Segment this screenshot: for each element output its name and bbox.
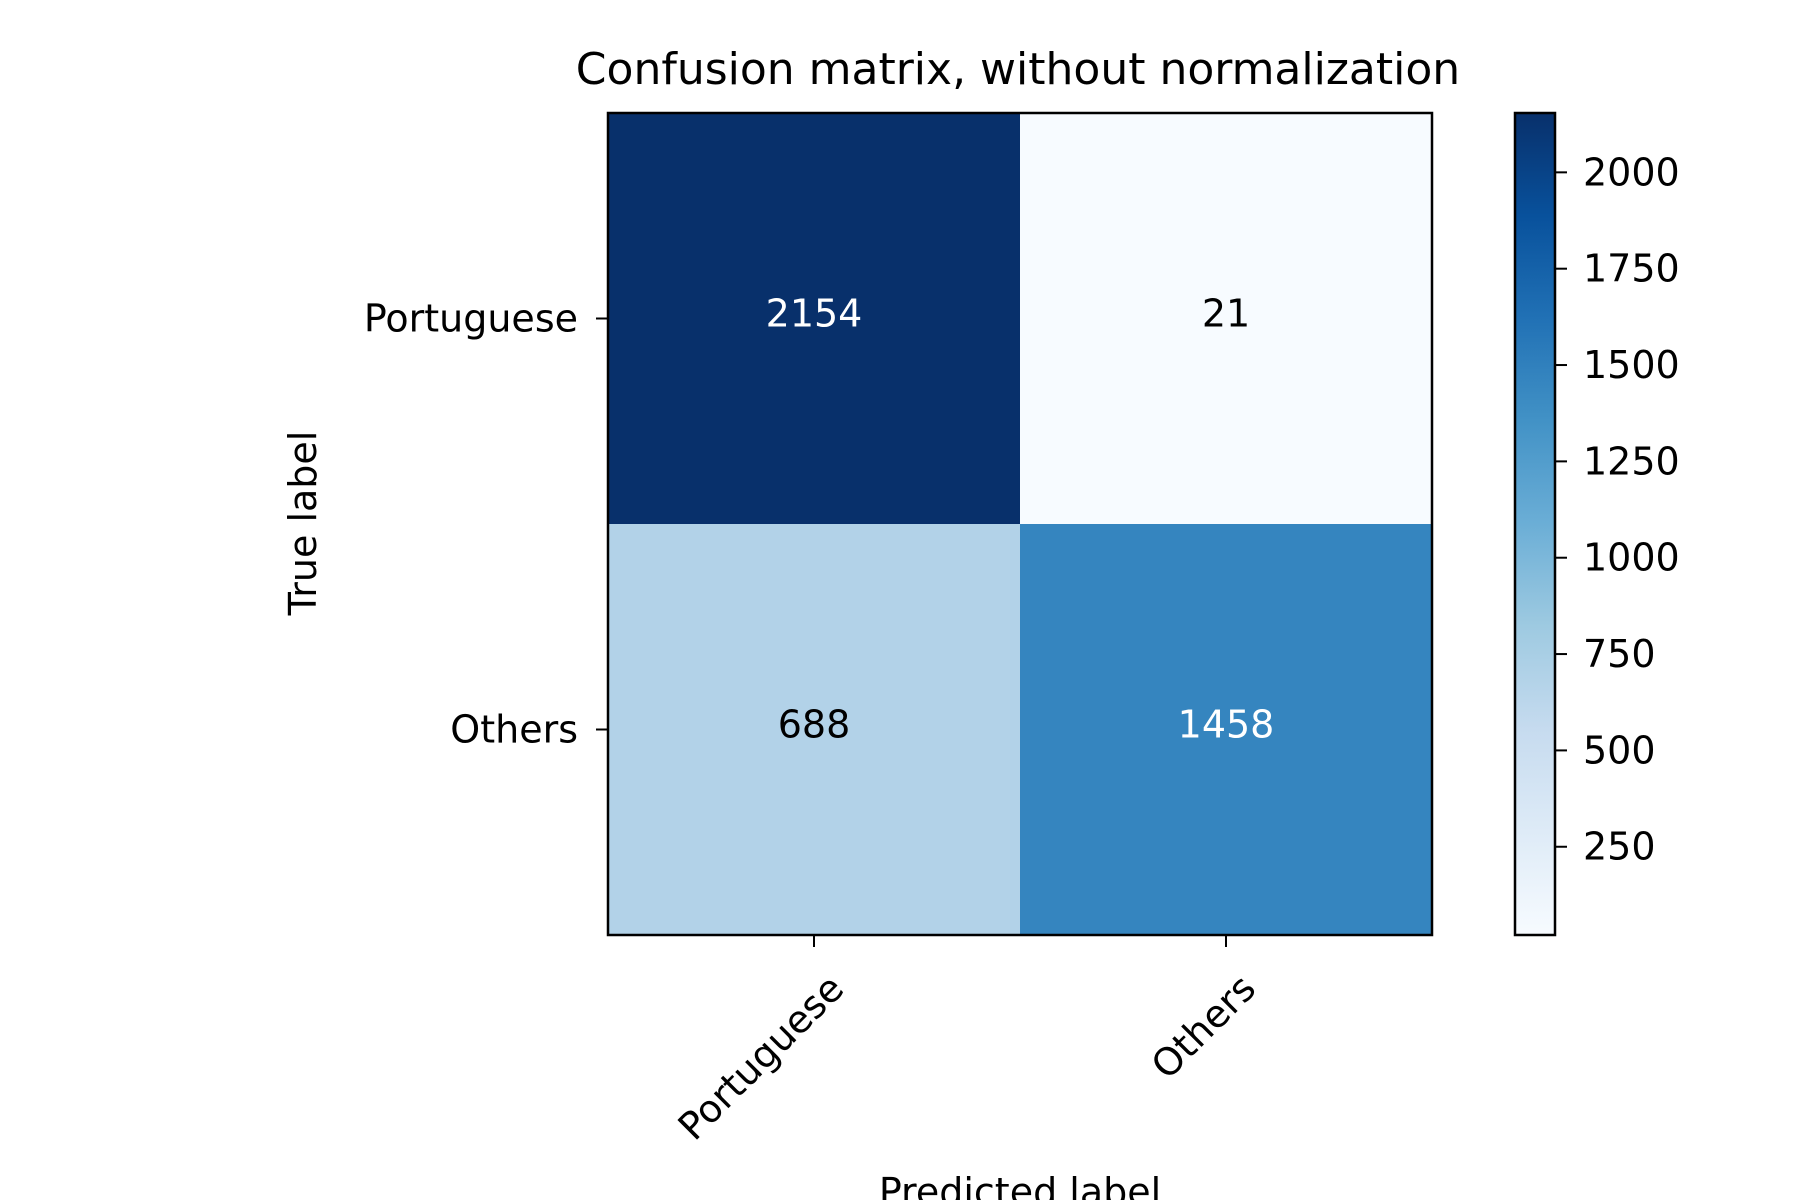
colorbar-tick-label: 750 [1583,632,1656,676]
colorbar-tick-label: 1750 [1583,247,1680,291]
colorbar-tick-label: 250 [1583,825,1656,869]
x-tick-label: Others [1143,966,1264,1087]
cell-value-label: 21 [1202,292,1250,336]
matrix: 2154 21 688 1458 [606,111,1434,937]
matrix-cell [608,113,1021,525]
colorbar-tick-label: 2000 [1583,150,1680,194]
x-tick-label: Portuguese [670,966,853,1149]
y-tick-label: Others [450,708,578,752]
cell-value-label: 2154 [766,292,863,336]
colorbar-tick-label: 1250 [1583,439,1680,483]
matrix-cell [1020,524,1433,936]
x-axis: Portuguese Others [670,935,1264,1149]
matrix-cell [1020,113,1433,525]
matrix-cell [608,524,1021,936]
y-axis-label: True label [281,431,325,617]
matrix-frame [606,111,1434,937]
colorbar: 250 500 750 1000 1250 1500 1750 2000 [1513,111,1680,937]
y-axis: Portuguese Others [364,297,608,752]
chart-title: Confusion matrix, without normalization [576,44,1460,95]
y-tick-label: Portuguese [364,297,578,341]
colorbar-frame [1513,111,1557,937]
x-axis-label: Predicted label [879,1170,1161,1200]
colorbar-tick-label: 1500 [1583,343,1680,387]
colorbar-gradient [1515,113,1555,935]
cell-value-label: 688 [778,703,851,747]
colorbar-tick-label: 500 [1583,728,1656,772]
cell-value-label: 1458 [1178,703,1275,747]
colorbar-tick-label: 1000 [1583,536,1680,580]
